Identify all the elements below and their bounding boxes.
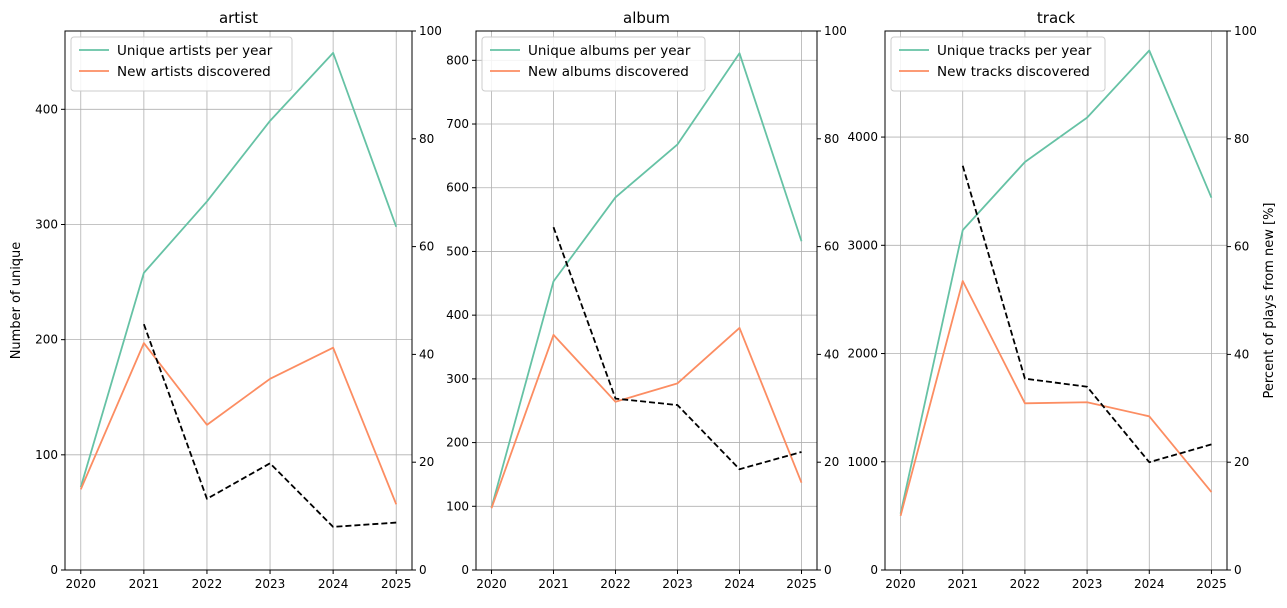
legend-box [481,36,706,92]
y-tick-label: 700 [446,117,469,131]
legend-label: New albums discovered [528,64,689,80]
x-tick-label: 2022 [1010,577,1041,591]
y2-tick-label: 100 [419,24,442,38]
y-tick-label: 4000 [847,130,878,144]
y-axis-label: Number of unique [9,242,24,360]
series-line-unique-albums-per-year [490,52,803,508]
legend-label: New artists discovered [117,64,271,80]
y2-tick-label: 0 [419,563,427,577]
series-line-unique-artists-per-year [79,51,398,488]
y2-tick-label: 60 [824,240,839,254]
y-tick-label: 800 [446,53,469,67]
y-tick-label: 600 [446,181,469,195]
legend-label: Unique artists per year [117,43,273,59]
y-tick-label: 3000 [847,238,878,252]
y2-tick-label: 20 [419,455,434,469]
x-tick-label: 2021 [129,577,160,591]
y2-tick-label: 0 [1234,563,1242,577]
subplot-title: artist [219,9,258,27]
y2-tick-label: 100 [1234,24,1257,38]
y2-tick-label: 60 [419,240,434,254]
series-line-new-tracks-discovered [899,280,1213,517]
y-tick-label: 200 [446,436,469,450]
x-tick-label: 2024 [724,577,755,591]
y-tick-label: 300 [446,372,469,386]
legend-label: New tracks discovered [937,64,1090,80]
y2-tick-label: 20 [824,455,839,469]
y2-tick-label: 40 [1234,347,1249,361]
y2-tick-label: 40 [824,347,839,361]
x-tick-label: 2020 [885,577,916,591]
y-tick-label: 400 [35,102,58,116]
series-line-new-albums-discovered [490,326,803,509]
x-tick-label: 2023 [1072,577,1103,591]
y2-tick-label: 0 [824,563,832,577]
x-tick-label: 2021 [538,577,569,591]
y-tick-label: 1000 [847,455,878,469]
y2-tick-label: 20 [1234,455,1249,469]
y2-tick-label: 80 [1234,132,1249,146]
subplot-artist: 2020 2021 2022 2023 2024 2025 0 100 200 300 400 0 20… [9,9,442,591]
y-tick-label: 200 [35,333,58,347]
y-tick-label: 100 [35,448,58,462]
y-tick-label: 300 [35,217,58,231]
x-tick-label: 2020 [65,577,96,591]
x-tick-label: 2021 [947,577,978,591]
y-tick-label: 400 [446,308,469,322]
legend-box [890,36,1106,92]
plot-frame [884,30,1228,571]
plot-frame [64,30,413,571]
subplot-title: album [623,9,670,27]
plot-frame [475,30,818,571]
y2-axis-label: Percent of plays from new [%] [1262,202,1277,398]
y-tick-label: 2000 [847,347,878,361]
y2-tick-label: 60 [1234,240,1249,254]
y-tick-label: 0 [50,563,58,577]
x-tick-label: 2023 [662,577,693,591]
legend-box [70,36,293,92]
x-tick-label: 2022 [192,577,223,591]
y2-tick-label: 80 [824,132,839,146]
subplot-title: track [1037,9,1075,27]
series-line-percent-new [552,226,802,471]
x-tick-label: 2025 [381,577,412,591]
series-line-new-artists-discovered [79,342,398,505]
x-tick-label: 2020 [476,577,507,591]
legend-label: Unique albums per year [528,43,691,59]
subplot-track: 2020 2021 2022 2023 2024 20250100020003000400… [847,9,1277,591]
y-tick-label: 0 [461,563,469,577]
y2-tick-label: 100 [824,24,847,38]
legend-label: Unique tracks per year [937,43,1092,59]
y-tick-label: 500 [446,244,469,258]
x-tick-label: 2024 [318,577,349,591]
y-tick-label: 0 [870,563,878,577]
y2-tick-label: 80 [419,132,434,146]
x-tick-label: 2024 [1134,577,1165,591]
y-tick-label: 100 [446,499,469,513]
x-tick-label: 2022 [600,577,631,591]
x-tick-label: 2023 [255,577,286,591]
series-line-percent-new [961,165,1212,464]
subplot-album: 2020 2021 2022 2023 2024 20250100200300400500… [446,9,847,591]
x-tick-label: 2025 [1196,577,1227,591]
x-tick-label: 2025 [786,577,817,591]
y2-tick-label: 40 [419,347,434,361]
series-line-unique-tracks-per-year [899,49,1213,514]
